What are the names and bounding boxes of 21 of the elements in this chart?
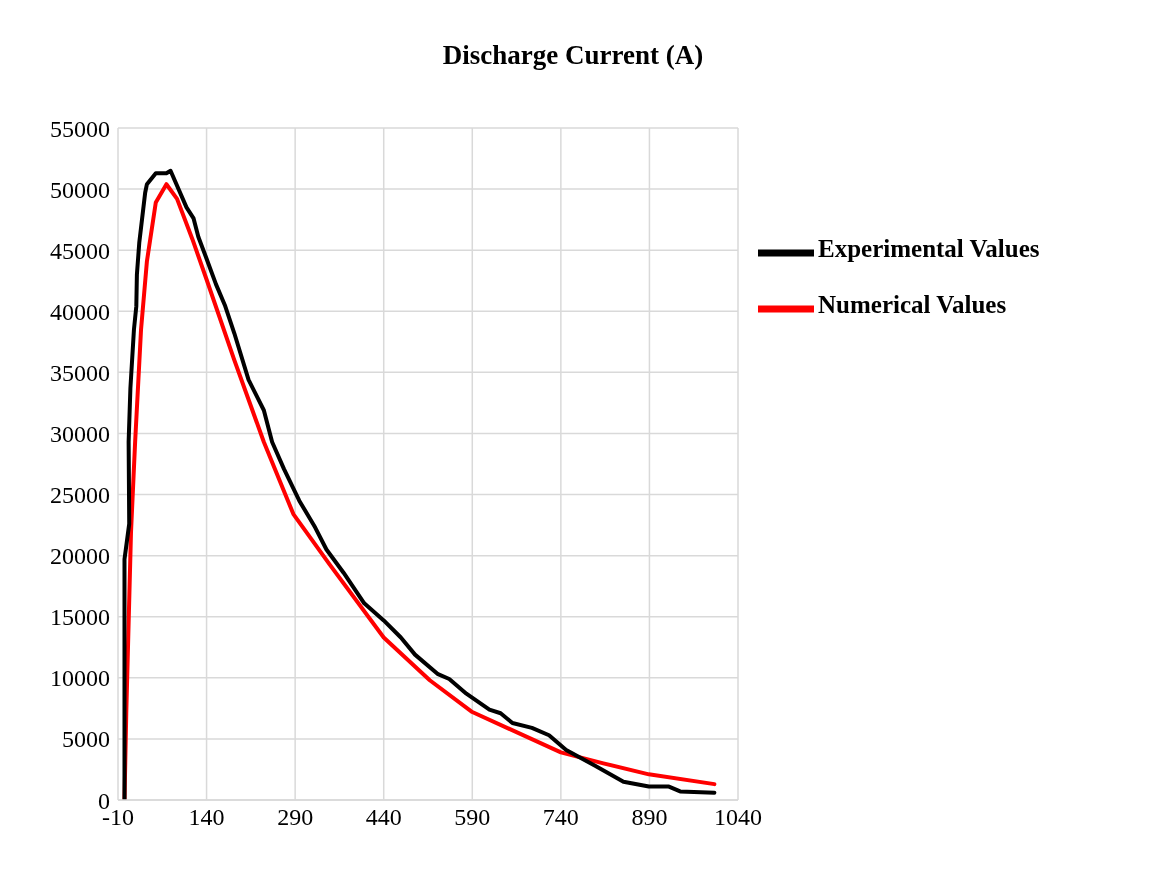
x-tick-label: 290: [277, 804, 314, 831]
y-tick-label: 40000: [50, 298, 110, 325]
y-tick-label: 25000: [50, 482, 110, 509]
y-tick-label: 10000: [50, 665, 110, 692]
y-tick-label: 5000: [62, 726, 110, 753]
x-tick-label: 590: [454, 804, 491, 831]
y-tick-label: 55000: [50, 115, 110, 142]
x-tick-label: 890: [631, 804, 668, 831]
legend-label: Experimental Values: [818, 234, 1040, 262]
x-tick-label: 740: [542, 804, 579, 831]
y-tick-label: 35000: [50, 359, 110, 386]
y-tick-label: 50000: [50, 176, 110, 203]
y-tick-label: 45000: [50, 237, 110, 264]
chart-title: Discharge Current (A): [441, 39, 705, 72]
x-tick-label: 140: [188, 804, 225, 831]
x-tick-label: 1040: [714, 804, 762, 831]
y-tick-label: 20000: [50, 543, 110, 570]
x-tick-label: 440: [365, 804, 402, 831]
y-tick-label: 15000: [50, 604, 110, 631]
y-tick-label: 30000: [50, 420, 110, 447]
legend-label: Numerical Values: [818, 290, 1007, 318]
